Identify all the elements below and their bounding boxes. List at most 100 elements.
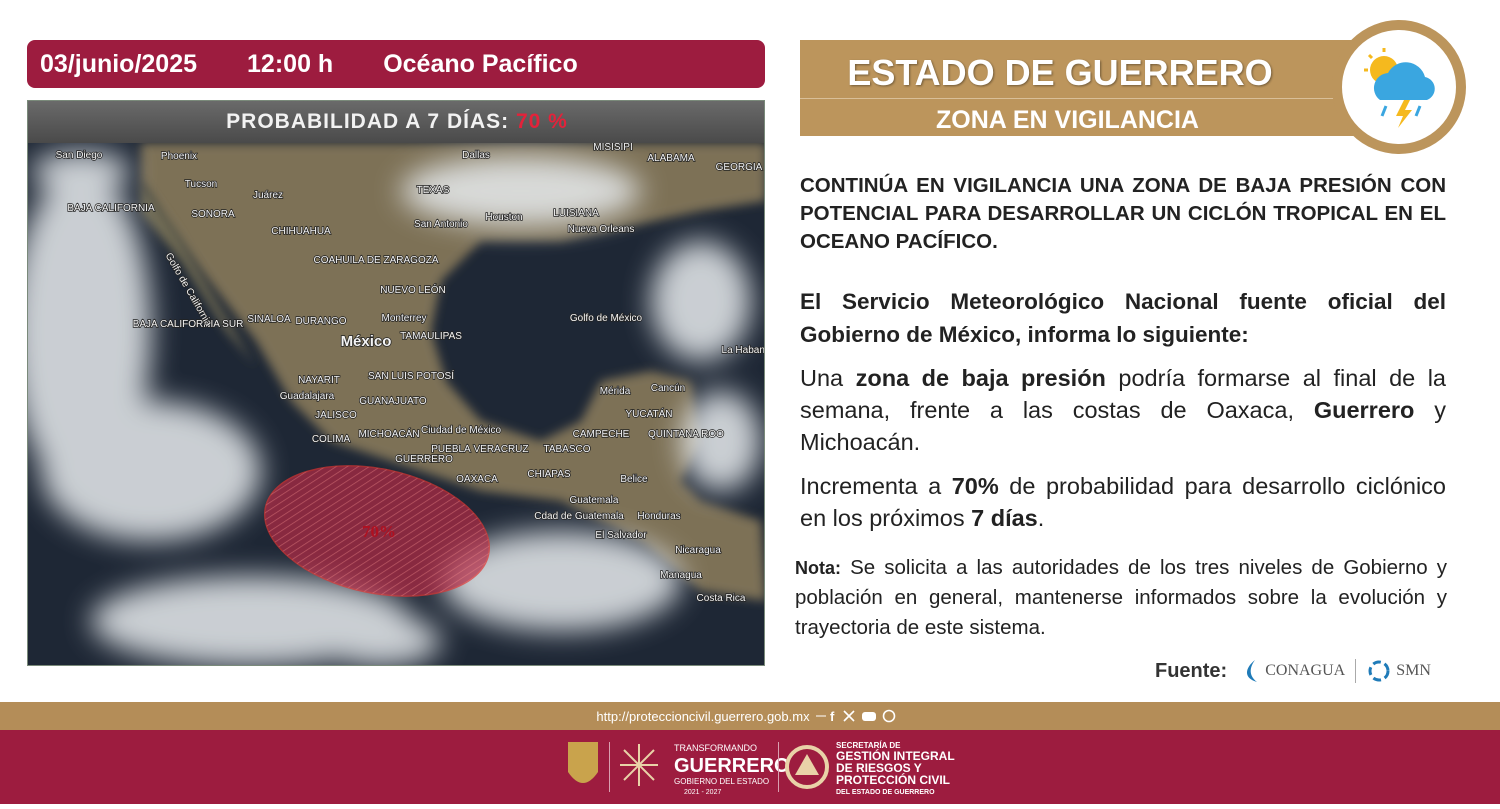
- map-label: BAJA CALIFORNIA: [67, 203, 155, 214]
- text: Incrementa a: [800, 473, 952, 499]
- paragraph: Incrementa a 70% de probabilidad para de…: [800, 470, 1446, 534]
- text: y Michoacán.: [800, 397, 1446, 455]
- time: 12:00 h: [247, 49, 334, 78]
- map-label: NAYARIT: [298, 375, 340, 386]
- date: 03/junio/2025: [40, 49, 198, 78]
- map-label: La Habana: [722, 345, 765, 356]
- map-label: Dallas: [462, 150, 490, 161]
- gov-line: GOBIERNO DEL ESTADO: [674, 777, 769, 786]
- url[interactable]: http://proteccioncivil.guerrero.gob.mx: [596, 708, 810, 724]
- paragraph: Una zona de baja presión podría formarse…: [800, 362, 1446, 458]
- map-label: Nicaragua: [675, 545, 721, 556]
- zone-label: 70%: [362, 522, 396, 541]
- map-label: México: [341, 333, 392, 350]
- map-label: Tucson: [185, 179, 217, 190]
- map-label: SINALOA: [247, 314, 291, 325]
- sec-line: PROTECCIÓN CIVIL: [836, 772, 950, 787]
- map-label: COAHUILA DE ZARAGOZA: [313, 255, 438, 266]
- title-banner: ESTADO DE GUERRERO ZONA EN VIGILANCIA: [800, 40, 1360, 136]
- map-label: OAXACA: [456, 474, 498, 485]
- map-label: Costa Rica: [697, 593, 746, 604]
- map-label: GUANAJUATO: [359, 396, 427, 407]
- source: Fuente: CONAGUA SMN: [1155, 656, 1431, 686]
- map-label: Ciudad de México: [421, 425, 501, 436]
- satellite-map: 70% San Diego Phoenix Dallas MISISIPI ALABAM…: [28, 143, 765, 665]
- logo: SMN: [1396, 662, 1431, 679]
- map-label: ALABAMA: [647, 153, 695, 164]
- map-label: CHIAPAS: [527, 469, 570, 480]
- map-label: Houston: [485, 212, 522, 223]
- text: 70%: [951, 473, 999, 499]
- map-label: Nueva Orleans: [568, 224, 635, 235]
- sec-line: DE RIESGOS Y: [836, 761, 922, 775]
- gov-line: 2021 - 2027: [684, 789, 721, 796]
- map-label: San Diego: [56, 150, 103, 161]
- date-header: 03/junio/2025 12:00 h Océano Pacífico: [27, 40, 765, 88]
- gov-line: GUERRERO: [674, 755, 790, 777]
- note-text: Se solicita a las autoridades de los tre…: [795, 556, 1447, 639]
- map-label: Phoenix: [161, 151, 197, 162]
- map-label: VERACRUZ: [473, 444, 528, 455]
- map-label: TABASCO: [543, 444, 590, 455]
- text: zona de baja presión: [855, 365, 1106, 391]
- footer-logos: TRANSFORMANDO GUERRERO GOBIERNO DEL ESTA…: [568, 741, 955, 796]
- source-label: Fuente:: [1155, 659, 1228, 682]
- smn-icon: [1368, 660, 1390, 682]
- logo: CONAGUA: [1265, 662, 1346, 679]
- map-label: CHIHUAHUA: [271, 226, 331, 237]
- sec-line: GESTIÓN INTEGRAL: [836, 748, 955, 763]
- map-label: LUISIANA: [553, 208, 599, 219]
- map-label: Managua: [660, 570, 702, 581]
- text: 7 días: [971, 505, 1038, 531]
- map-label: Cdad de Guatemala: [534, 511, 624, 522]
- map-label: MISISIPI: [593, 143, 632, 153]
- map-label: GEORGIA: [716, 162, 763, 173]
- map-label: Golfo de México: [570, 313, 643, 324]
- status-title: ZONA EN VIGILANCIA: [936, 106, 1199, 134]
- map-label: CAMPECHE: [573, 429, 630, 440]
- text: podría formarse al final de la semana, f…: [800, 365, 1447, 423]
- map-label: GUERRERO: [395, 454, 453, 465]
- footer: TRANSFORMANDO GUERRERO GOBIERNO DEL ESTA…: [0, 730, 1500, 804]
- map-label: El Salvador: [595, 530, 647, 541]
- region: Océano Pacífico: [383, 49, 578, 78]
- map-label: MICHOACÁN: [358, 427, 419, 440]
- map-label: San Antonio: [414, 219, 468, 230]
- map-label: Monterrey: [381, 313, 426, 324]
- intro-text: El Servicio Meteorológico Nacional fuent…: [800, 289, 1446, 347]
- map-label: Guatemala: [570, 495, 619, 506]
- map-label: BAJA CALIFORNIA SUR: [133, 319, 244, 330]
- note-label: Nota:: [795, 558, 841, 578]
- text: Guerrero: [1313, 397, 1415, 423]
- map-label: YUCATÁN: [625, 407, 672, 420]
- land: [141, 181, 256, 366]
- text: de probabilidad para desarrollo ciclónic…: [800, 473, 1446, 531]
- conagua-icon: [1247, 660, 1258, 682]
- alert-text: CONTINÚA EN VIGILANCIA UNA ZONA DE BAJA …: [800, 174, 1446, 253]
- map-label: PUEBLA: [431, 444, 471, 455]
- sec-line: DEL ESTADO DE GUERRERO: [836, 789, 935, 796]
- map-label: NUEVO LEÓN: [380, 283, 446, 296]
- probability-banner: PROBABILIDAD A 7 DÍAS: 70 %: [28, 101, 764, 143]
- state-title: ESTADO DE GUERRERO: [847, 52, 1273, 93]
- map-label: Cancún: [651, 383, 685, 394]
- map-label: Honduras: [637, 511, 680, 522]
- map-label: COLIMA: [312, 434, 351, 445]
- map-label: Guadalajara: [280, 391, 335, 402]
- social-icons: f: [815, 709, 895, 724]
- banner-label: PROBABILIDAD A 7 DÍAS:: [226, 110, 510, 133]
- note: Nota: Se solicita a las autoridades de l…: [795, 553, 1447, 643]
- text: Una: [800, 365, 856, 391]
- footer-strip: http://proteccioncivil.guerrero.gob.mx f: [0, 702, 1500, 730]
- gov-line: TRANSFORMANDO: [674, 743, 757, 753]
- map-label: JALISCO: [315, 410, 357, 421]
- sec-line: SECRETARÍA DE: [836, 741, 901, 750]
- map-label: DURANGO: [295, 316, 346, 327]
- map-panel: PROBABILIDAD A 7 DÍAS: 70 % 70% San Dieg…: [27, 100, 765, 666]
- svg-text:f: f: [830, 709, 835, 724]
- map-label: SAN LUIS POTOSÍ: [368, 369, 454, 382]
- land: [141, 143, 764, 601]
- map-label: TAMAULIPAS: [400, 331, 462, 342]
